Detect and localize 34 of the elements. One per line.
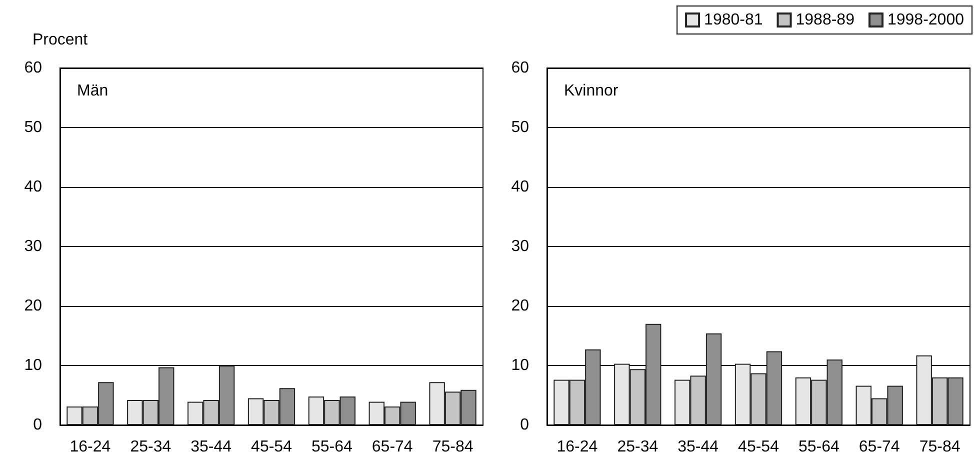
y-tick-label: 10 (24, 357, 42, 374)
y-tick-label: 20 (24, 298, 42, 314)
x-tick-label: 16-24 (70, 438, 111, 456)
y-tick-label: 50 (511, 119, 530, 136)
x-tick-label: 35-44 (678, 438, 719, 456)
x-tick-label: 45-54 (738, 438, 780, 456)
x-tick-label: 25-34 (617, 438, 658, 456)
legend-label: 1988-89 (796, 12, 855, 28)
legend-label: 1998-2000 (887, 12, 964, 28)
x-tick-label: 45-54 (251, 438, 292, 456)
y-tick-label: 0 (520, 416, 530, 434)
x-tick-label: 75-84 (919, 438, 960, 456)
x-tick-label: 65-74 (858, 438, 900, 456)
y-tick-label: 60 (24, 60, 42, 76)
y-tick-label: 30 (24, 238, 42, 255)
text: Kvinnor (564, 82, 619, 100)
y-tick-label: 10 (511, 357, 530, 374)
y-tick-label: 0 (33, 416, 42, 434)
x-tick-label: 65-74 (372, 438, 413, 456)
x-tick-label: 16-24 (556, 438, 598, 456)
x-tick-label: 55-64 (311, 438, 352, 456)
text: Män (77, 82, 108, 100)
y-tick-label: 40 (24, 178, 42, 196)
y-tick-label: 60 (511, 60, 530, 76)
x-tick-label: 55-64 (798, 438, 840, 456)
y-tick-label: 40 (511, 178, 530, 196)
y-tick-label: 30 (511, 238, 530, 255)
x-tick-label: 25-34 (130, 438, 172, 456)
legend-label: 1980-81 (704, 12, 763, 28)
x-tick-label: 35-44 (190, 438, 232, 456)
x-tick-label: 75-84 (432, 438, 474, 456)
y-tick-label: 20 (511, 298, 530, 314)
y-axis-title: Procent (32, 32, 88, 48)
y-tick-label: 50 (24, 119, 42, 136)
